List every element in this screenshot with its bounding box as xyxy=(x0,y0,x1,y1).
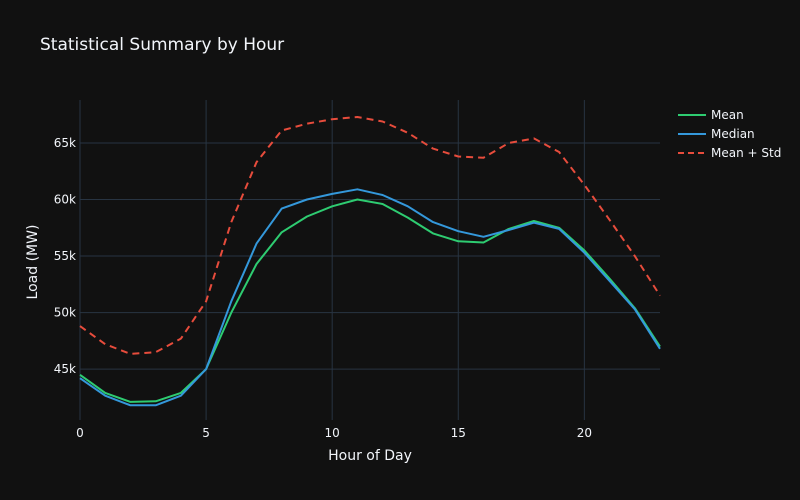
legend-label: Mean xyxy=(711,108,744,122)
tick-labels: 0 5 10 15 20 45k 50k 55k 60k 65k xyxy=(54,136,592,440)
y-tick-label: 50k xyxy=(54,306,76,320)
y-tick-label: 45k xyxy=(54,362,76,376)
legend-item[interactable]: Mean xyxy=(678,108,744,122)
y-tick-label: 55k xyxy=(54,249,76,263)
gridlines xyxy=(79,100,660,420)
series-line-median xyxy=(79,188,661,407)
y-axis-title: Load (MW) xyxy=(25,225,41,300)
x-tick-label: 15 xyxy=(451,426,466,440)
x-tick-label: 0 xyxy=(76,426,84,440)
y-tick-label: 65k xyxy=(54,136,76,150)
x-tick-label: 10 xyxy=(325,426,340,440)
x-tick-label: 5 xyxy=(202,426,210,440)
chart-title: Statistical Summary by Hour xyxy=(40,35,284,55)
series-lines xyxy=(79,116,661,407)
legend-item[interactable]: Mean + Std xyxy=(678,146,781,160)
legend-label: Mean + Std xyxy=(711,146,781,160)
legend: Mean Median Mean + Std xyxy=(678,108,781,160)
x-axis-title: Hour of Day xyxy=(328,448,412,464)
x-tick-label: 20 xyxy=(577,426,592,440)
legend-item[interactable]: Median xyxy=(678,127,755,141)
y-tick-label: 60k xyxy=(54,193,76,207)
series-line-mean-std xyxy=(79,116,661,355)
legend-label: Median xyxy=(711,127,755,141)
